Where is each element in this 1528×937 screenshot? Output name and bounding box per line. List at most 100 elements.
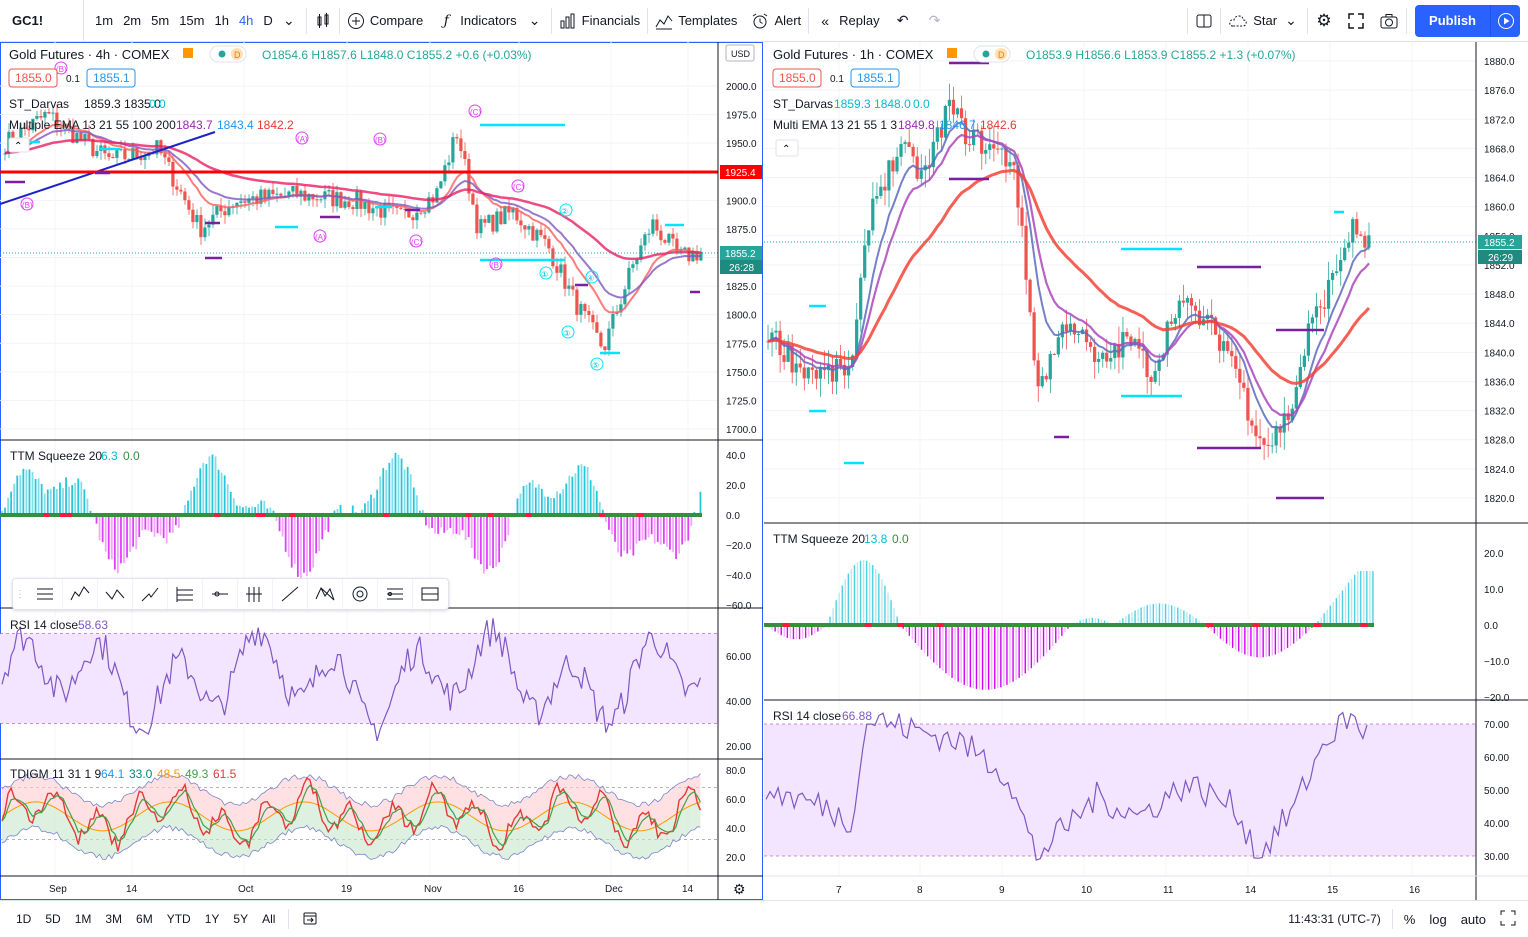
right-rsi-pane[interactable] [764, 711, 1476, 861]
interval-1h[interactable]: 1h [214, 13, 229, 28]
candle [451, 137, 455, 163]
maximize-button[interactable] [1493, 910, 1528, 929]
right-ttm-pane[interactable] [764, 560, 1374, 690]
wave-marker[interactable] [590, 357, 604, 371]
financials-button[interactable]: Financials [552, 0, 648, 41]
interval-5m[interactable]: 5m [151, 13, 170, 28]
wave-marker[interactable] [489, 257, 503, 271]
range-1d[interactable]: 1D [16, 912, 32, 926]
currency-badge[interactable] [725, 44, 755, 62]
chart-type-button[interactable] [307, 0, 339, 41]
fib-spiral-icon[interactable] [342, 579, 377, 609]
wave-marker[interactable] [313, 229, 327, 243]
star-button[interactable]: Star ⌄ [1221, 0, 1307, 41]
range-1m[interactable]: 1M [74, 912, 92, 926]
left-rsi-pane[interactable] [0, 618, 718, 742]
wave-marker[interactable] [585, 270, 599, 284]
interval-2m[interactable]: 2m [123, 13, 142, 28]
publish-dropdown[interactable] [1490, 4, 1520, 37]
buy-price: 1855.1 [857, 71, 894, 85]
price-tick-label: 1840.0 [1484, 348, 1515, 359]
xabcd-pattern-icon[interactable] [307, 579, 342, 609]
chevron-down-icon[interactable]: ⌄ [528, 12, 541, 28]
ttm-tick-label: 0.0 [1484, 621, 1498, 632]
wave-marker[interactable] [539, 266, 553, 280]
undo-button[interactable]: ↶ [887, 0, 919, 41]
percent-toggle[interactable]: % [1397, 912, 1423, 927]
wave-marker[interactable] [54, 61, 68, 75]
range-ytd[interactable]: YTD [166, 912, 191, 926]
log-toggle[interactable]: log [1422, 912, 1453, 927]
auto-toggle[interactable]: auto [1454, 912, 1493, 927]
horizontal-ray-icon[interactable] [202, 579, 237, 609]
left-ttm-pane[interactable] [0, 452, 702, 578]
redo-button[interactable]: ↷ [919, 0, 951, 41]
right-price-pane[interactable] [764, 61, 1476, 500]
settings-button[interactable]: ⚙ [1308, 0, 1340, 41]
horizontal-lines-icon[interactable] [27, 579, 62, 609]
elliott-impulse-icon[interactable] [62, 579, 97, 609]
chevron-down-icon[interactable]: ⌄ [1285, 12, 1297, 28]
trend-line-icon[interactable] [272, 579, 307, 609]
divider [288, 909, 290, 929]
log-label: log [1429, 911, 1447, 927]
trend-line[interactable] [0, 131, 216, 205]
fib-retracement-icon[interactable] [167, 579, 202, 609]
wave-marker[interactable] [511, 179, 525, 193]
wave-marker[interactable] [409, 234, 423, 248]
flag-icon[interactable] [947, 48, 957, 58]
alert-button[interactable]: Alert [744, 0, 808, 41]
price-tick-label: 1725.0 [726, 396, 757, 407]
indicators-button[interactable]: ƒ Indicators ⌄ [430, 0, 550, 41]
date-range-button[interactable] [295, 910, 325, 929]
sell-button[interactable] [772, 68, 822, 88]
flag-icon[interactable] [183, 48, 193, 58]
range-1y[interactable]: 1Y [204, 912, 220, 926]
publish-button[interactable]: Publish [1415, 4, 1490, 37]
snapshot-button[interactable] [1372, 0, 1406, 41]
wave-marker[interactable] [20, 197, 34, 211]
replay-button[interactable]: « Replay [809, 0, 886, 41]
range-6m[interactable]: 6M [136, 912, 153, 926]
buy-button[interactable] [850, 68, 900, 88]
left-chart-pane[interactable]: 2000.01975.01950.01925.01900.01875.01850… [0, 42, 763, 900]
right-chart-pane[interactable]: 1880.01876.01872.01868.01864.01860.01856… [764, 42, 1528, 900]
interval-4h[interactable]: 4h [238, 13, 254, 28]
wave-marker[interactable] [373, 132, 387, 146]
range-5d[interactable]: 5D [45, 912, 61, 926]
pitchfork-icon[interactable] [237, 579, 272, 609]
wave-marker[interactable] [468, 104, 482, 118]
trend-path-icon[interactable] [132, 579, 167, 609]
left-tdi-pane[interactable] [0, 772, 718, 860]
symbol-search[interactable]: GC1! [0, 0, 84, 41]
wave-marker[interactable] [295, 131, 309, 145]
candle [1222, 341, 1226, 351]
gear-icon[interactable]: ⚙ [733, 881, 746, 897]
chevron-down-icon[interactable]: ⌄ [282, 12, 295, 28]
gann-box-icon[interactable] [377, 579, 412, 609]
candle [251, 196, 255, 199]
candle [907, 142, 911, 147]
wave-marker[interactable] [561, 325, 575, 339]
range-5y[interactable]: 5Y [233, 912, 249, 926]
interval-15m[interactable]: 15m [179, 13, 205, 28]
fib-channel-icon[interactable] [412, 579, 447, 609]
range-all[interactable]: All [262, 912, 276, 926]
drag-handle-icon[interactable]: ⋮ [15, 588, 25, 600]
elliott-correction-icon[interactable] [97, 579, 132, 609]
squeeze-dot [782, 623, 790, 627]
collapse-legend-button[interactable] [775, 139, 799, 157]
sell-button[interactable] [8, 68, 58, 88]
collapse-legend-button[interactable] [8, 137, 30, 153]
range-3m[interactable]: 3M [105, 912, 123, 926]
fullscreen-button[interactable] [1340, 0, 1372, 41]
compare-button[interactable]: Compare [340, 0, 430, 41]
templates-button[interactable]: Templates [648, 0, 744, 41]
clock[interactable]: 11:43:31 (UTC-7) [1281, 912, 1387, 926]
rsi-line [765, 711, 1368, 861]
buy-button[interactable] [86, 68, 136, 88]
interval-d[interactable]: D [263, 13, 273, 28]
layout-button[interactable] [1188, 0, 1220, 41]
interval-1m[interactable]: 1m [95, 13, 114, 28]
wave-marker[interactable] [559, 203, 573, 217]
